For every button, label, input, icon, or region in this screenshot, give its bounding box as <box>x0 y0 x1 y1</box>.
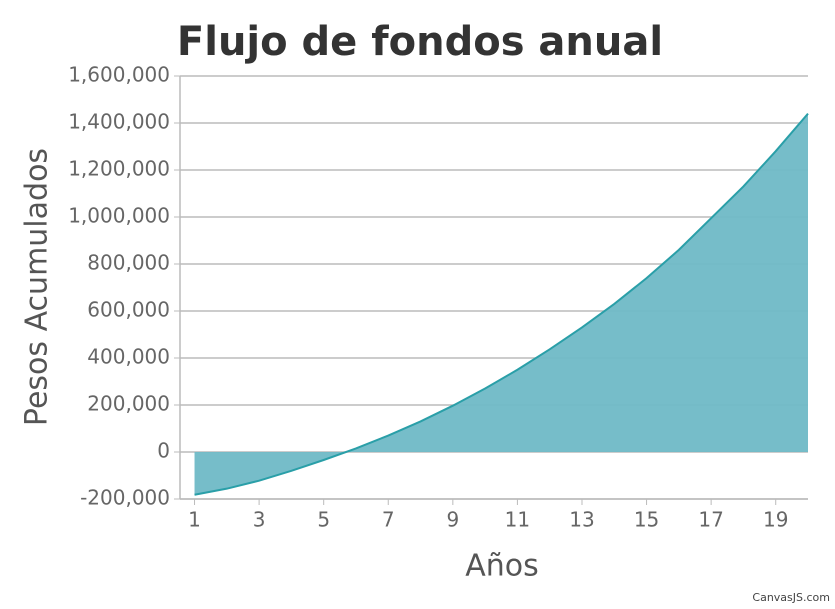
y-tick-label: 1,400,000 <box>68 110 170 134</box>
y-tick-label: 400,000 <box>87 345 170 369</box>
x-tick-label: 15 <box>634 508 659 532</box>
x-tick-label: 19 <box>763 508 788 532</box>
area-line <box>194 112 809 496</box>
y-tick-label: 200,000 <box>87 392 170 416</box>
y-tick-label: -200,000 <box>80 486 170 510</box>
x-tick-label: 7 <box>382 508 395 532</box>
y-axis-title: Pesos Acumulados <box>20 148 55 426</box>
x-tick-label: 9 <box>446 508 459 532</box>
y-tick-label: 1,600,000 <box>68 63 170 87</box>
y-tick-label: 1,200,000 <box>68 157 170 181</box>
x-tick-label: 1 <box>188 508 201 532</box>
x-tick-label: 17 <box>698 508 723 532</box>
x-axis-title: Años <box>465 549 539 584</box>
y-tick-label: 800,000 <box>87 251 170 275</box>
x-tick-label: 5 <box>317 508 330 532</box>
y-tick-label: 0 <box>157 439 170 463</box>
credit: CanvasJS.com <box>752 591 830 604</box>
y-tick-label: 600,000 <box>87 298 170 322</box>
y-tick-label: 1,000,000 <box>68 204 170 228</box>
x-tick-label: 11 <box>505 508 530 532</box>
x-tick-label: 13 <box>569 508 594 532</box>
chart-title: Flujo de fondos anual <box>177 19 663 65</box>
area-fill <box>194 113 809 495</box>
x-tick-label: 3 <box>253 508 266 532</box>
